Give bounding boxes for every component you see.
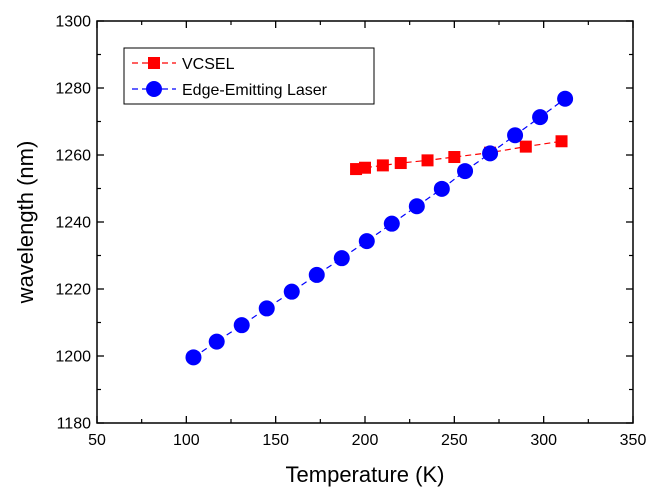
x-tick-label: 200 — [352, 432, 379, 449]
data-point — [258, 300, 275, 317]
y-tick-label: 1280 — [55, 81, 91, 98]
data-point — [421, 154, 434, 167]
legend-box — [123, 47, 375, 105]
data-point — [482, 145, 499, 162]
data-series — [185, 90, 574, 366]
y-tick-label: 1200 — [55, 349, 91, 366]
axes: 50 100 150 200 250 300 350 1180 1200 1220 1240 1260… — [55, 14, 646, 450]
x-axis-title: Temperature (K) — [286, 462, 445, 487]
data-point — [359, 161, 371, 174]
data-point — [358, 233, 375, 250]
data-point — [448, 151, 461, 164]
legend: VCSEL Edge-Emitting Laser — [123, 47, 375, 105]
y-tick-label: 1240 — [55, 215, 91, 232]
legend-item: VCSEL — [132, 56, 235, 73]
legend-marker — [146, 81, 162, 97]
data-point — [507, 127, 524, 144]
legend-marker — [148, 57, 160, 69]
y-tick-label: 1180 — [57, 416, 92, 433]
x-tick-label: 100 — [173, 432, 200, 449]
y-tick-label: 1300 — [55, 14, 91, 31]
data-point — [308, 266, 325, 283]
data-point — [532, 109, 549, 126]
legend-item: Edge-Emitting Laser — [132, 81, 328, 99]
data-point — [555, 135, 568, 148]
y-axis-title: wavelength (nm) — [13, 141, 38, 305]
data-point — [408, 198, 425, 215]
data-point — [433, 180, 450, 197]
y-tick-label: 1260 — [55, 148, 91, 165]
y-tick-label: 1220 — [55, 282, 91, 299]
data-point — [519, 140, 532, 153]
x-tick-label: 250 — [441, 432, 468, 449]
series-edge-emitting-laser — [185, 90, 574, 366]
data-point — [283, 283, 300, 300]
x-tick-label: 300 — [530, 432, 557, 449]
data-point — [383, 215, 400, 232]
data-point — [376, 159, 389, 172]
x-tick-label: 50 — [88, 432, 106, 449]
data-point — [394, 157, 407, 170]
legend-label: VCSEL — [182, 56, 235, 73]
legend-label: Edge-Emitting Laser — [182, 82, 328, 99]
series-line — [193, 98, 566, 358]
data-point — [208, 333, 225, 350]
data-point — [457, 163, 474, 180]
data-point — [557, 90, 574, 107]
data-point — [185, 349, 202, 366]
data-point — [233, 317, 250, 334]
x-tick-label: 150 — [262, 432, 289, 449]
data-point — [333, 250, 350, 267]
x-tick-label: 350 — [620, 432, 647, 449]
